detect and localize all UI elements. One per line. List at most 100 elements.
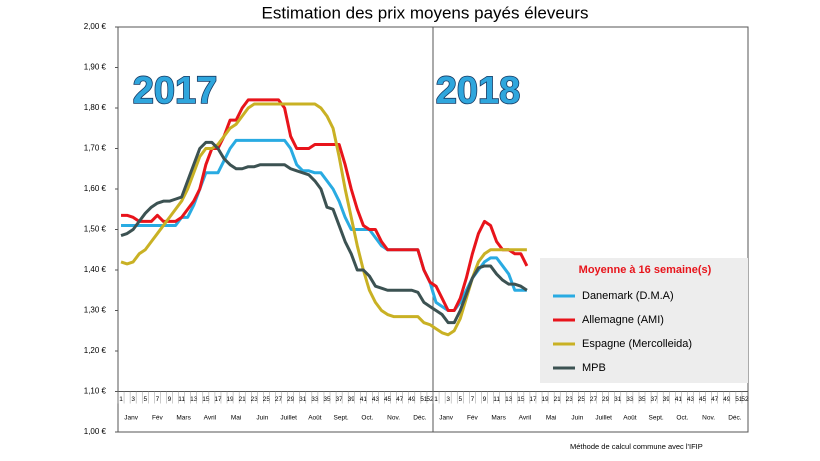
footnote: Méthode de calcul commune avec l'IFIP: [570, 442, 703, 451]
x-tick-label: 29: [287, 396, 295, 403]
x-tick-label: 1: [119, 396, 123, 403]
x-tick-label: 9: [168, 396, 172, 403]
y-tick-label: 1,20 €: [84, 346, 107, 355]
x-tick-label: 11: [493, 396, 500, 403]
month-label: Déc.: [728, 414, 742, 421]
x-tick-label: 27: [590, 396, 598, 403]
y-tick-label: 1,70 €: [84, 144, 107, 153]
chart-title: Estimation des prix moyens payés éleveur…: [262, 3, 589, 22]
month-label: Avril: [519, 414, 532, 421]
x-tick-label: 23: [566, 396, 574, 403]
x-tick-label: 23: [251, 396, 259, 403]
x-tick-label: 51: [420, 396, 428, 403]
legend-label: Allemagne (AMI): [582, 314, 664, 326]
x-tick-label: 37: [335, 396, 343, 403]
x-tick-label: 47: [711, 396, 719, 403]
series-line: [120, 140, 528, 325]
month-label: Mai: [546, 414, 556, 421]
series-line: [120, 102, 527, 337]
year-label: 2017: [133, 70, 218, 112]
month-label: Août: [308, 414, 322, 421]
month-label: Juillet: [595, 414, 612, 421]
x-tick-label: 15: [517, 396, 525, 403]
x-tick-label: 35: [638, 396, 646, 403]
y-tick-label: 1,60 €: [84, 184, 107, 193]
x-tick-label: 7: [471, 396, 475, 403]
month-label: Janv: [439, 414, 453, 421]
x-tick-label: 43: [687, 396, 695, 403]
y-tick-label: 1,40 €: [84, 265, 107, 274]
x-tick-label: 39: [663, 396, 671, 403]
month-label: Sept.: [334, 414, 349, 421]
month-label: Déc.: [413, 414, 427, 421]
month-label: Fév: [152, 414, 164, 421]
x-tick-label: 17: [214, 396, 222, 403]
x-tick-label: 3: [131, 396, 135, 403]
x-tick-label: 52: [426, 396, 434, 403]
series-line: [121, 98, 529, 312]
x-tick-label: 35: [323, 396, 331, 403]
x-tick-label: 52: [741, 396, 749, 403]
y-tick-label: 1,00 €: [84, 427, 107, 436]
x-tick-label: 5: [458, 396, 462, 403]
y-tick-label: 2,00 €: [84, 22, 107, 31]
y-tick-label: 1,10 €: [84, 387, 107, 396]
x-tick-label: 41: [675, 396, 683, 403]
x-tick-label: 41: [360, 396, 368, 403]
x-tick-label: 29: [602, 396, 610, 403]
month-label: Mars: [491, 414, 506, 421]
month-label: Mars: [176, 414, 191, 421]
x-tick-label: 7: [156, 396, 160, 403]
legend-label: Danemark (D.M.A): [582, 290, 674, 302]
month-label: Sept.: [649, 414, 664, 421]
legend-title: Moyenne à 16 semaine(s): [579, 264, 712, 276]
x-tick-label: 19: [226, 396, 234, 403]
month-label: Avril: [204, 414, 217, 421]
x-tick-label: 37: [650, 396, 658, 403]
month-label: Oct.: [676, 414, 688, 421]
x-tick-label: 17: [529, 396, 537, 403]
legend-label: MPB: [582, 362, 606, 374]
y-tick-label: 1,90 €: [84, 63, 107, 72]
month-label: Fév: [467, 414, 479, 421]
x-tick-label: 21: [554, 396, 562, 403]
month-label: Juin: [571, 414, 583, 421]
x-tick-label: 5: [143, 396, 147, 403]
series-line: [121, 138, 527, 312]
x-tick-label: 31: [614, 396, 622, 403]
x-tick-label: 13: [505, 396, 513, 403]
x-tick-label: 21: [239, 396, 247, 403]
x-tick-label: 27: [275, 396, 283, 403]
x-tick-label: 43: [372, 396, 380, 403]
x-tick-label: 51: [735, 396, 743, 403]
month-label: Juillet: [280, 414, 297, 421]
x-tick-label: 31: [299, 396, 307, 403]
x-tick-label: 33: [626, 396, 634, 403]
month-label: Nov.: [387, 414, 400, 421]
month-label: Janv: [124, 414, 138, 421]
year-label: 2018: [436, 70, 521, 112]
x-tick-label: 39: [348, 396, 356, 403]
x-tick-label: 11: [178, 396, 185, 403]
month-label: Août: [623, 414, 637, 421]
x-tick-label: 25: [263, 396, 271, 403]
x-tick-label: 49: [408, 396, 416, 403]
x-tick-label: 49: [723, 396, 731, 403]
y-tick-label: 1,80 €: [84, 103, 107, 112]
x-tick-label: 3: [446, 396, 450, 403]
x-tick-label: 1: [434, 396, 438, 403]
x-tick-label: 15: [202, 396, 210, 403]
y-tick-label: 1,30 €: [84, 306, 107, 315]
x-tick-label: 47: [396, 396, 404, 403]
x-tick-label: 19: [541, 396, 549, 403]
y-tick-label: 1,50 €: [84, 225, 107, 234]
x-tick-label: 25: [578, 396, 586, 403]
x-tick-label: 45: [699, 396, 707, 403]
x-tick-label: 45: [384, 396, 392, 403]
x-tick-label: 13: [190, 396, 198, 403]
legend-label: Espagne (Mercolleida): [582, 338, 692, 350]
x-tick-label: 33: [311, 396, 319, 403]
month-label: Nov.: [702, 414, 715, 421]
x-tick-label: 9: [483, 396, 487, 403]
